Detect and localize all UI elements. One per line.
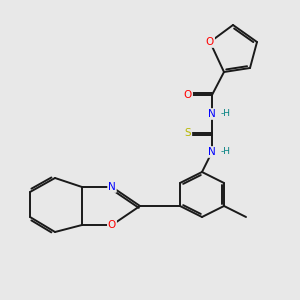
- Text: -H: -H: [221, 148, 231, 157]
- Text: O: O: [206, 37, 214, 47]
- Text: S: S: [185, 128, 191, 138]
- Text: -H: -H: [221, 110, 231, 118]
- Text: O: O: [184, 90, 192, 100]
- Text: N: N: [208, 109, 216, 119]
- Text: O: O: [108, 220, 116, 230]
- Text: N: N: [208, 147, 216, 157]
- Text: N: N: [108, 182, 116, 192]
